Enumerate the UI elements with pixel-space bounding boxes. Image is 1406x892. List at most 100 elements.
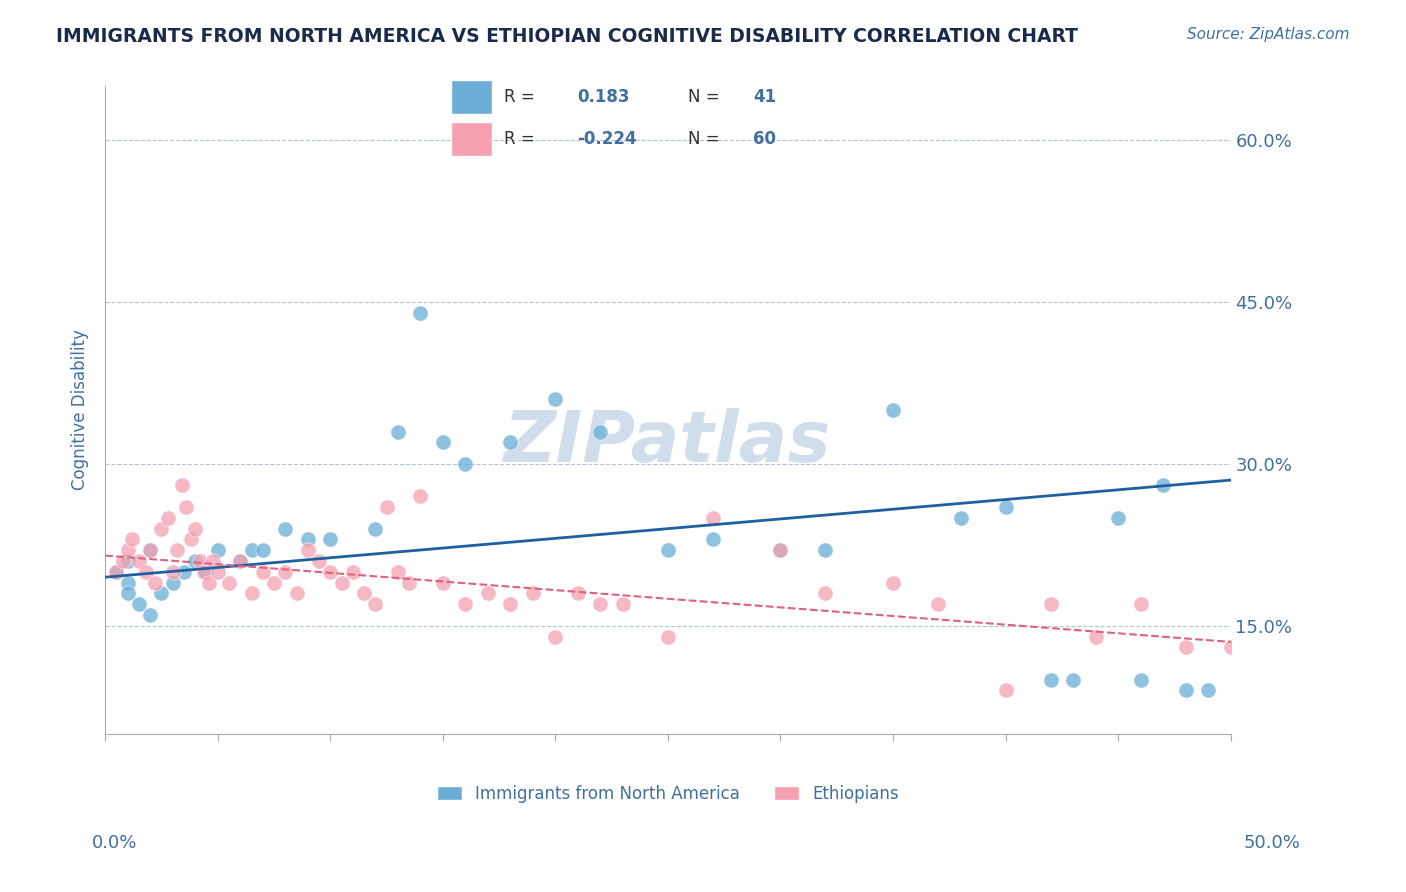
- Point: [207, 543, 229, 558]
- Point: [949, 511, 972, 525]
- Point: [702, 511, 724, 525]
- Point: [319, 533, 342, 547]
- Point: [150, 586, 173, 600]
- Point: [1152, 478, 1174, 492]
- Text: N =: N =: [688, 130, 718, 148]
- Point: [544, 630, 567, 644]
- Y-axis label: Cognitive Disability: Cognitive Disability: [72, 329, 89, 491]
- Point: [162, 565, 184, 579]
- Point: [166, 543, 188, 558]
- Point: [657, 543, 679, 558]
- Point: [454, 457, 477, 471]
- Point: [112, 554, 135, 568]
- Point: [589, 425, 612, 439]
- Point: [499, 435, 522, 450]
- Text: N =: N =: [688, 87, 718, 105]
- Point: [769, 543, 792, 558]
- Point: [150, 522, 173, 536]
- Point: [1062, 673, 1084, 687]
- Text: 60: 60: [752, 130, 776, 148]
- Point: [297, 543, 319, 558]
- Point: [1219, 640, 1241, 655]
- Point: [139, 543, 162, 558]
- Point: [229, 554, 252, 568]
- Point: [252, 565, 274, 579]
- Point: [240, 543, 263, 558]
- Point: [1084, 630, 1107, 644]
- Point: [994, 683, 1017, 698]
- Point: [170, 478, 193, 492]
- Point: [297, 533, 319, 547]
- Point: [398, 575, 420, 590]
- Point: [308, 554, 330, 568]
- Point: [409, 306, 432, 320]
- Point: [589, 597, 612, 611]
- Point: [117, 586, 139, 600]
- Point: [139, 543, 162, 558]
- Point: [499, 597, 522, 611]
- Point: [188, 554, 211, 568]
- Point: [409, 489, 432, 503]
- Point: [121, 533, 143, 547]
- Point: [432, 575, 454, 590]
- Point: [229, 554, 252, 568]
- Point: [184, 554, 207, 568]
- Point: [117, 554, 139, 568]
- Point: [162, 575, 184, 590]
- Point: [128, 597, 150, 611]
- Point: [263, 575, 285, 590]
- Point: [207, 565, 229, 579]
- Point: [274, 565, 297, 579]
- Point: [117, 543, 139, 558]
- Point: [1174, 683, 1197, 698]
- Point: [882, 403, 904, 417]
- Point: [769, 543, 792, 558]
- Point: [1129, 597, 1152, 611]
- Point: [994, 500, 1017, 514]
- Text: 0.183: 0.183: [578, 87, 630, 105]
- Point: [567, 586, 589, 600]
- Point: [193, 565, 215, 579]
- Point: [319, 565, 342, 579]
- Text: Source: ZipAtlas.com: Source: ZipAtlas.com: [1187, 27, 1350, 42]
- Point: [252, 543, 274, 558]
- Point: [105, 565, 128, 579]
- Point: [202, 554, 225, 568]
- Point: [195, 565, 218, 579]
- Point: [1197, 683, 1219, 698]
- Text: IMMIGRANTS FROM NORTH AMERICA VS ETHIOPIAN COGNITIVE DISABILITY CORRELATION CHAR: IMMIGRANTS FROM NORTH AMERICA VS ETHIOPI…: [56, 27, 1078, 45]
- Point: [139, 607, 162, 622]
- Point: [387, 565, 409, 579]
- Text: R =: R =: [503, 130, 534, 148]
- Point: [522, 586, 544, 600]
- Legend: Immigrants from North America, Ethiopians: Immigrants from North America, Ethiopian…: [430, 778, 905, 809]
- Point: [1107, 511, 1129, 525]
- Point: [353, 586, 375, 600]
- Point: [375, 500, 398, 514]
- Point: [927, 597, 949, 611]
- Point: [117, 575, 139, 590]
- Point: [173, 565, 195, 579]
- Text: -0.224: -0.224: [578, 130, 637, 148]
- Point: [157, 511, 180, 525]
- Point: [197, 575, 219, 590]
- Text: ZIPatlas: ZIPatlas: [505, 408, 831, 477]
- Text: 41: 41: [752, 87, 776, 105]
- Point: [612, 597, 634, 611]
- Point: [544, 392, 567, 407]
- Point: [882, 575, 904, 590]
- Bar: [451, 122, 492, 156]
- Bar: [451, 79, 492, 113]
- Point: [432, 435, 454, 450]
- Point: [814, 543, 837, 558]
- Point: [364, 597, 387, 611]
- Point: [1039, 673, 1062, 687]
- Point: [174, 500, 197, 514]
- Point: [1174, 640, 1197, 655]
- Point: [135, 565, 157, 579]
- Point: [1129, 673, 1152, 687]
- Point: [364, 522, 387, 536]
- Point: [285, 586, 308, 600]
- Point: [330, 575, 353, 590]
- Point: [387, 425, 409, 439]
